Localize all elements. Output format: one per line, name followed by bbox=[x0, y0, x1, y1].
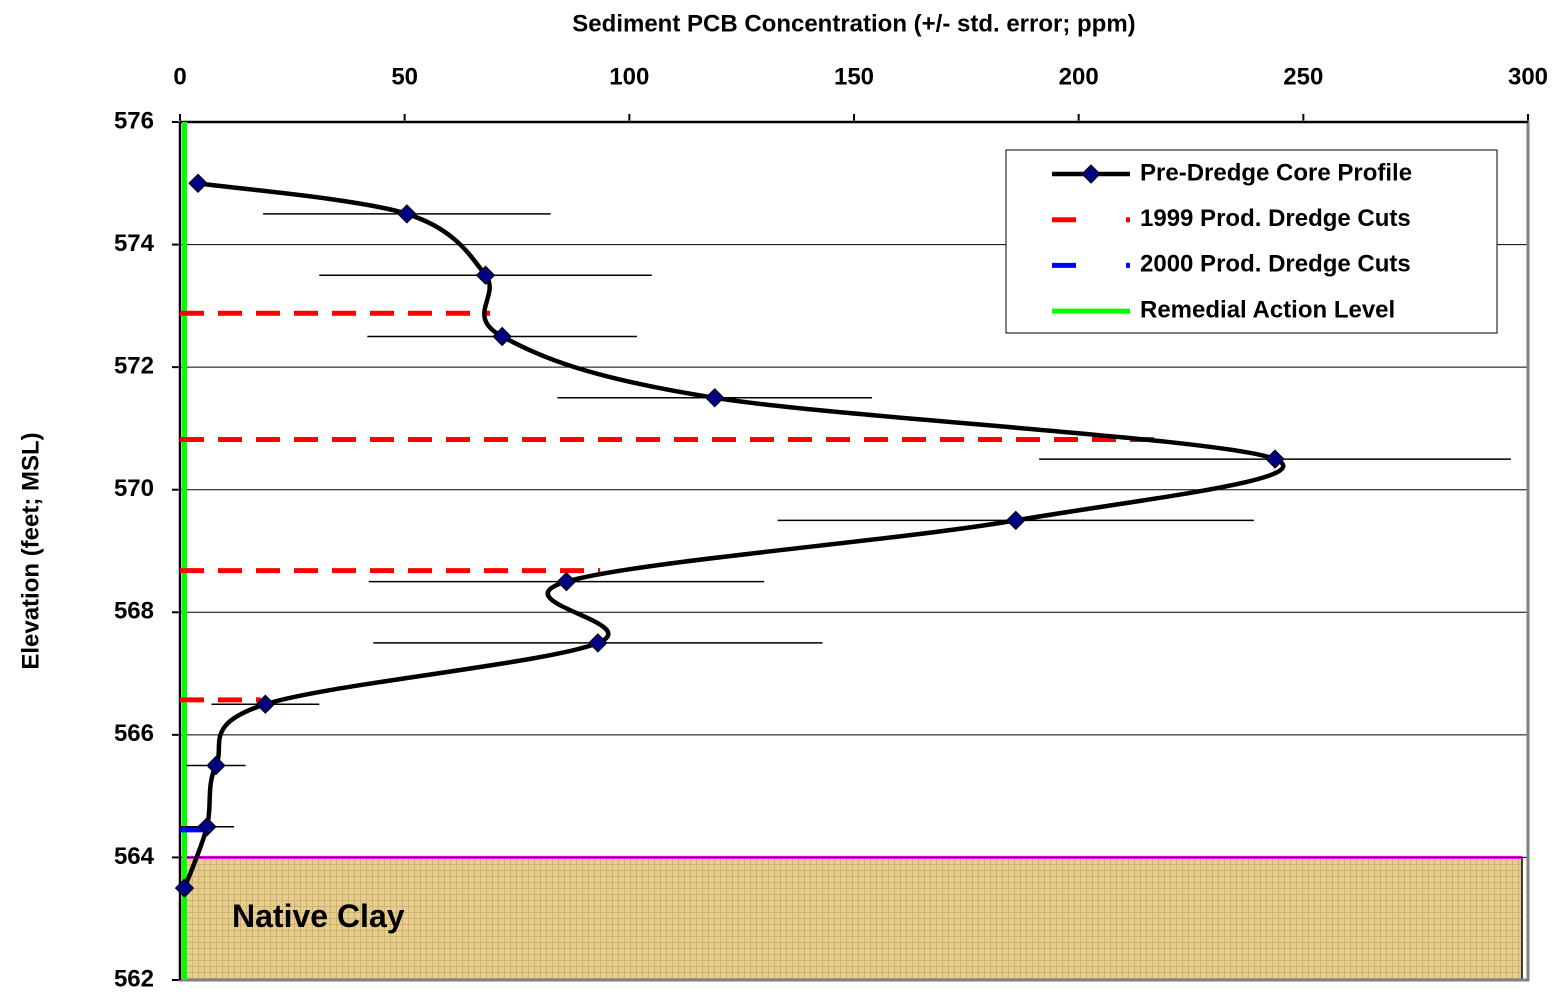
x-tick-label: 150 bbox=[834, 63, 874, 90]
marker bbox=[206, 755, 226, 776]
clay-area bbox=[179, 856, 1523, 981]
legend-marker bbox=[1081, 164, 1101, 184]
x-tick-label: 250 bbox=[1283, 63, 1323, 90]
y-tick-label: 572 bbox=[114, 352, 154, 379]
y-tick-label: 562 bbox=[114, 965, 154, 992]
marker bbox=[492, 326, 512, 347]
y-tick-label: 570 bbox=[114, 475, 154, 502]
marker bbox=[1265, 449, 1285, 469]
clay-label: Native Clay bbox=[232, 898, 405, 934]
marker bbox=[704, 388, 725, 408]
x-tick-label: 100 bbox=[609, 63, 649, 90]
legend-label: 1999 Prod. Dredge Cuts bbox=[1140, 205, 1411, 232]
marker bbox=[1006, 510, 1026, 531]
y-tick-label: 576 bbox=[114, 107, 154, 134]
y-tick-label: 574 bbox=[114, 230, 155, 257]
marker bbox=[188, 173, 208, 193]
marker bbox=[174, 878, 195, 898]
y-axis-label: Elevation (feet; MSL) bbox=[17, 432, 44, 669]
x-tick-label: 50 bbox=[391, 63, 418, 90]
y-tick-label: 564 bbox=[114, 843, 155, 870]
legend-label: Pre-Dredge Core Profile bbox=[1140, 159, 1412, 186]
x-tick-label: 300 bbox=[1508, 63, 1548, 90]
x-tick-label: 0 bbox=[173, 63, 186, 90]
legend-label: 2000 Prod. Dredge Cuts bbox=[1140, 251, 1411, 278]
marker bbox=[556, 571, 577, 592]
chart-title: Sediment PCB Concentration (+/- std. err… bbox=[572, 10, 1135, 37]
legend-label: Remedial Action Level bbox=[1140, 296, 1395, 323]
y-tick-label: 566 bbox=[114, 720, 154, 747]
marker bbox=[475, 265, 496, 285]
marker bbox=[588, 633, 608, 653]
marker bbox=[397, 204, 417, 224]
marker bbox=[197, 817, 217, 837]
y-tick-label: 568 bbox=[114, 598, 154, 625]
marker bbox=[255, 694, 276, 714]
x-tick-label: 200 bbox=[1059, 63, 1099, 90]
